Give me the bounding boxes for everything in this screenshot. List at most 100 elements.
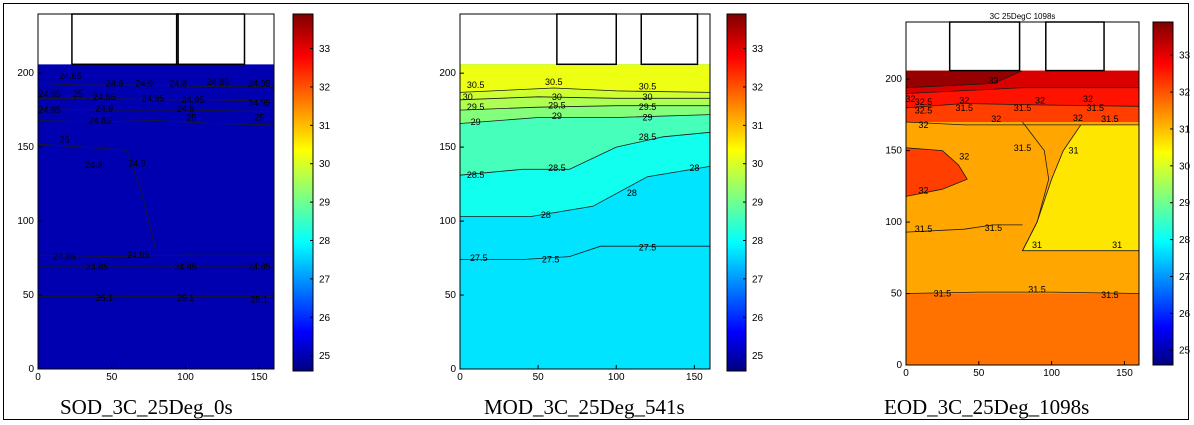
contour-line	[460, 131, 710, 176]
contour-line	[906, 291, 1139, 294]
contour-label: 25	[186, 113, 196, 123]
contour-label: 24.95	[248, 98, 271, 108]
contour-label: 31	[1112, 240, 1122, 250]
contour-label: 31.5	[1014, 103, 1032, 113]
contour-label: 24.85	[86, 262, 109, 272]
contour-label: 29	[471, 117, 481, 127]
panel-top-title: 3C 25DegC 1098s	[990, 12, 1056, 21]
colorbar-tick-label: 31	[319, 121, 331, 132]
colorbar-tick-label: 32	[319, 82, 331, 93]
contour-label: 25	[60, 135, 70, 145]
colorbar-tick-label: 26	[1179, 309, 1191, 320]
colorbar-tick-label: 27	[1179, 272, 1191, 283]
y-tick-label: 50	[891, 289, 903, 300]
x-tick-label: 100	[608, 372, 625, 383]
colorbar	[1152, 21, 1174, 366]
contour-label: 32	[959, 151, 969, 161]
contour-line	[906, 70, 1023, 89]
contour-label: 24.8	[169, 79, 187, 89]
x-tick-label: 0	[903, 368, 909, 379]
x-tick-label: 50	[106, 372, 118, 383]
contour-line	[460, 87, 710, 93]
contour-label: 24.95	[142, 93, 165, 103]
contour-label: 31.5	[1101, 114, 1119, 124]
contour-label: 27.5	[639, 243, 657, 253]
y-tick-label: 50	[445, 290, 457, 301]
colorbar-tick-label: 28	[752, 236, 764, 247]
colorbar-tick-label: 32	[752, 82, 764, 93]
contour-line	[906, 147, 968, 197]
colorbar-tick-label: 27	[319, 274, 331, 285]
colorbar-tick-label: 25	[752, 351, 764, 362]
contour-line	[38, 83, 274, 87]
y-tick-label: 100	[17, 216, 34, 227]
axes-frame	[37, 13, 275, 370]
contour-label: 31	[1068, 146, 1078, 156]
contour-line	[460, 114, 710, 124]
contour-label: 29	[552, 111, 562, 121]
contour-label: 24.95	[248, 79, 271, 89]
contour-label: 28.5	[639, 132, 657, 142]
y-tick-label: 200	[885, 74, 902, 85]
colorbar-tick-label: 30	[319, 159, 331, 170]
contour-label: 30.5	[545, 77, 563, 87]
contour-line	[906, 103, 1139, 109]
contour-label: 24.9	[96, 104, 114, 114]
contour-label: 32	[991, 114, 1001, 124]
axes-frame	[905, 21, 1140, 366]
contour-label: 32.5	[915, 106, 933, 116]
contour-label: 24.85	[59, 71, 82, 81]
contour-label: 25	[254, 113, 264, 123]
x-tick-label: 100	[1043, 368, 1060, 379]
y-tick-label: 150	[17, 142, 34, 153]
colorbar-tick-label: 28	[1179, 235, 1191, 246]
y-tick-label: 0	[450, 364, 456, 375]
contour-label: 32	[959, 96, 969, 106]
colorbar-tick-label: 29	[752, 198, 764, 209]
contour-label: 29	[642, 113, 652, 123]
colorbar-tick-label: 31	[752, 121, 764, 132]
x-tick-label: 0	[457, 372, 463, 383]
y-tick-label: 100	[439, 216, 456, 227]
contour-line	[38, 108, 274, 112]
contour-line	[906, 121, 1139, 126]
contour-label: 28.5	[548, 163, 566, 173]
contour-label: 31.5	[1028, 284, 1046, 294]
contour-line	[1021, 124, 1139, 252]
contour-label: 24.95	[93, 92, 116, 102]
contour-label: 24.95	[39, 105, 62, 115]
contour-label: 24.8	[177, 104, 195, 114]
colorbar-tick-label: 25	[1179, 346, 1191, 357]
panel-caption-mod: MOD_3C_25Deg_541s	[484, 395, 685, 419]
contour-label: 24.85	[89, 116, 112, 126]
contour-label: 32	[905, 94, 915, 104]
contour-label: 29.5	[639, 102, 657, 112]
contour-label: 24.95	[127, 250, 150, 260]
colorbar-tick-label: 31	[1179, 124, 1191, 135]
panel-caption-eod: EOD_3C_25Deg_1098s	[884, 395, 1090, 419]
colorbar-tick-label: 33	[319, 44, 331, 55]
contour-label: 24.95	[182, 95, 205, 105]
contour-label: 31.5	[915, 224, 933, 234]
contour-line	[38, 120, 274, 126]
contour-label: 30.5	[639, 81, 657, 91]
temperature-band	[460, 64, 710, 93]
y-tick-label: 100	[885, 217, 902, 228]
contour-line	[38, 97, 274, 102]
contour-label: 25.1	[250, 294, 268, 304]
contour-label: 31	[1032, 240, 1042, 250]
contour-label: 24.85	[53, 252, 76, 262]
temperature-band	[1022, 124, 1139, 251]
axes-frame	[459, 13, 711, 370]
colorbar-tick-label: 29	[319, 198, 331, 209]
colorbar-tick-label: 29	[1179, 198, 1191, 209]
colorbar-tick-label: 33	[1179, 51, 1191, 62]
contour-line	[460, 105, 710, 111]
contour-label: 24.8	[85, 160, 103, 170]
contour-label: 31.5	[955, 103, 973, 113]
contour-label: 29.5	[467, 102, 485, 112]
x-tick-label: 50	[533, 372, 545, 383]
contour-label: 32.5	[915, 97, 933, 107]
